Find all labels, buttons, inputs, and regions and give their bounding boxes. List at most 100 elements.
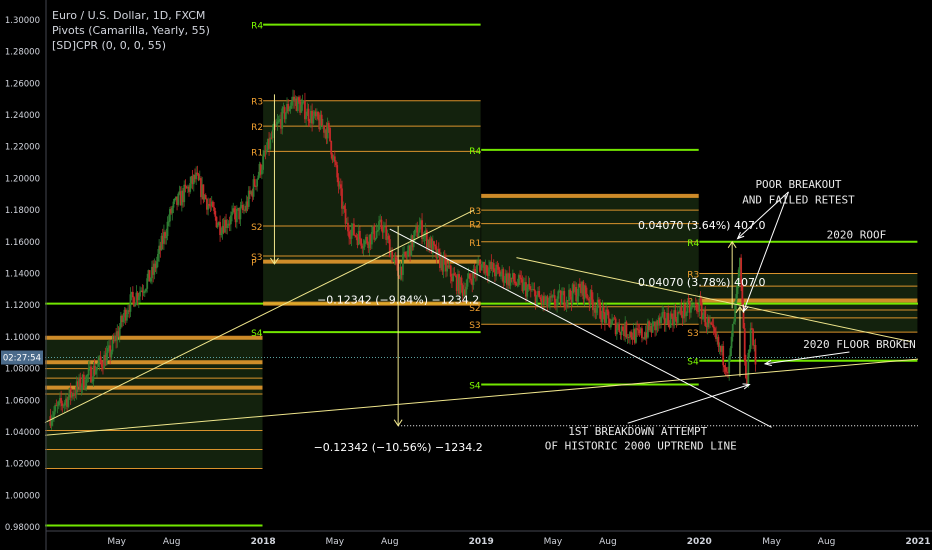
annotations: POOR BREAKOUT AND FAILED RETEST 2020 ROOF 2… bbox=[545, 178, 916, 453]
candle-body bbox=[111, 339, 114, 352]
candle-body bbox=[347, 222, 349, 232]
candle-body bbox=[658, 317, 661, 324]
candle-body bbox=[270, 137, 273, 139]
candle-body bbox=[66, 398, 69, 407]
pivots-indicator[interactable]: Pivots (Camarilla, Yearly, 55) bbox=[52, 24, 210, 37]
candle-body bbox=[513, 273, 515, 282]
candle-body bbox=[416, 226, 419, 237]
candle-body bbox=[657, 317, 660, 326]
candle-body bbox=[399, 266, 402, 279]
annotation-arrowhead bbox=[763, 359, 772, 367]
candle-body bbox=[233, 208, 236, 213]
candle-body bbox=[227, 223, 230, 226]
candle-body bbox=[108, 345, 110, 349]
pivot-label-S4: S4 bbox=[469, 381, 481, 391]
candle-body bbox=[651, 321, 654, 333]
candle-body bbox=[737, 269, 740, 282]
candle-body bbox=[599, 302, 602, 319]
candle-body bbox=[557, 291, 560, 299]
candle-body bbox=[88, 366, 91, 369]
candle-body bbox=[198, 178, 201, 181]
candle-body bbox=[300, 104, 303, 113]
candle-body bbox=[560, 294, 563, 305]
candle-body bbox=[502, 269, 505, 283]
y-tick-label: 1.28000 bbox=[5, 48, 40, 58]
candle-body bbox=[706, 318, 709, 328]
candle-body bbox=[652, 321, 655, 323]
measure-label: 0.04070 (3.78%) 407.0 bbox=[638, 276, 766, 289]
candle-body bbox=[229, 215, 232, 225]
candle-body bbox=[403, 251, 406, 255]
candle-body bbox=[208, 203, 211, 206]
candle-body bbox=[49, 416, 52, 426]
candle-body bbox=[479, 264, 482, 271]
candle-body bbox=[489, 262, 492, 268]
candle-body bbox=[637, 329, 640, 331]
candle-body bbox=[197, 174, 200, 181]
x-tick-label: 2020 bbox=[687, 537, 712, 547]
candle-body bbox=[458, 274, 460, 294]
candle-body bbox=[611, 319, 613, 325]
annotation-text: OF HISTORIC 2000 UPTREND LINE bbox=[545, 439, 737, 452]
candle-body bbox=[520, 277, 523, 280]
candle-body bbox=[339, 184, 342, 189]
candle-body bbox=[203, 195, 206, 200]
candle-body bbox=[425, 230, 428, 248]
candle-body bbox=[465, 286, 468, 295]
candle-body bbox=[110, 351, 113, 358]
candle-body bbox=[353, 223, 355, 236]
candle-body bbox=[185, 186, 188, 189]
candle-body bbox=[413, 229, 416, 236]
pivot-label-R4: R4 bbox=[251, 22, 263, 32]
candle-body bbox=[650, 325, 653, 333]
candle-body bbox=[98, 356, 101, 363]
candle-body bbox=[424, 230, 427, 235]
candle-body bbox=[544, 301, 547, 305]
candle-body bbox=[495, 264, 498, 277]
candle-body bbox=[136, 292, 139, 301]
candle-body bbox=[289, 105, 292, 109]
candle-body bbox=[207, 203, 210, 210]
candle-body bbox=[437, 249, 440, 253]
candle-body bbox=[464, 289, 466, 295]
candle-body bbox=[390, 251, 392, 258]
candle-body bbox=[466, 278, 469, 287]
candle-body bbox=[685, 312, 688, 317]
candle-body bbox=[497, 266, 500, 270]
candle-body bbox=[572, 284, 575, 292]
candle-body bbox=[701, 315, 704, 319]
candle-body bbox=[272, 123, 275, 130]
candle-body bbox=[645, 332, 648, 338]
candle-body bbox=[247, 190, 250, 207]
candle-body bbox=[379, 219, 382, 222]
candle-body bbox=[754, 345, 757, 365]
candle-body bbox=[337, 177, 340, 187]
candle-body bbox=[323, 125, 325, 133]
candle-body bbox=[472, 268, 475, 286]
candle-body bbox=[330, 140, 333, 155]
candle-body bbox=[621, 326, 624, 331]
candle-body bbox=[656, 321, 659, 326]
candle-body bbox=[361, 245, 364, 249]
candle-body bbox=[409, 245, 411, 257]
symbol-title[interactable]: Euro / U.S. Dollar, 1D, FXCM bbox=[52, 9, 206, 22]
candle-body bbox=[292, 96, 294, 102]
candle-body bbox=[703, 310, 705, 316]
candle-body bbox=[306, 108, 309, 116]
candle-body bbox=[213, 207, 216, 211]
y-tick-label: 1.16000 bbox=[5, 238, 40, 248]
cpr-indicator[interactable]: [SD]CPR (0, 0, 0, 55) bbox=[52, 39, 167, 52]
candle-body bbox=[500, 274, 502, 277]
pivot-label-S3: S3 bbox=[469, 321, 480, 331]
candle-body bbox=[569, 289, 572, 297]
candle-body bbox=[192, 174, 195, 185]
candle-body bbox=[148, 270, 151, 282]
y-tick-label: 1.00000 bbox=[5, 491, 40, 501]
candle-body bbox=[140, 290, 143, 292]
candle-body bbox=[180, 190, 183, 206]
candle-body bbox=[430, 238, 433, 254]
candle-body bbox=[290, 101, 293, 106]
candle-body bbox=[349, 237, 352, 239]
